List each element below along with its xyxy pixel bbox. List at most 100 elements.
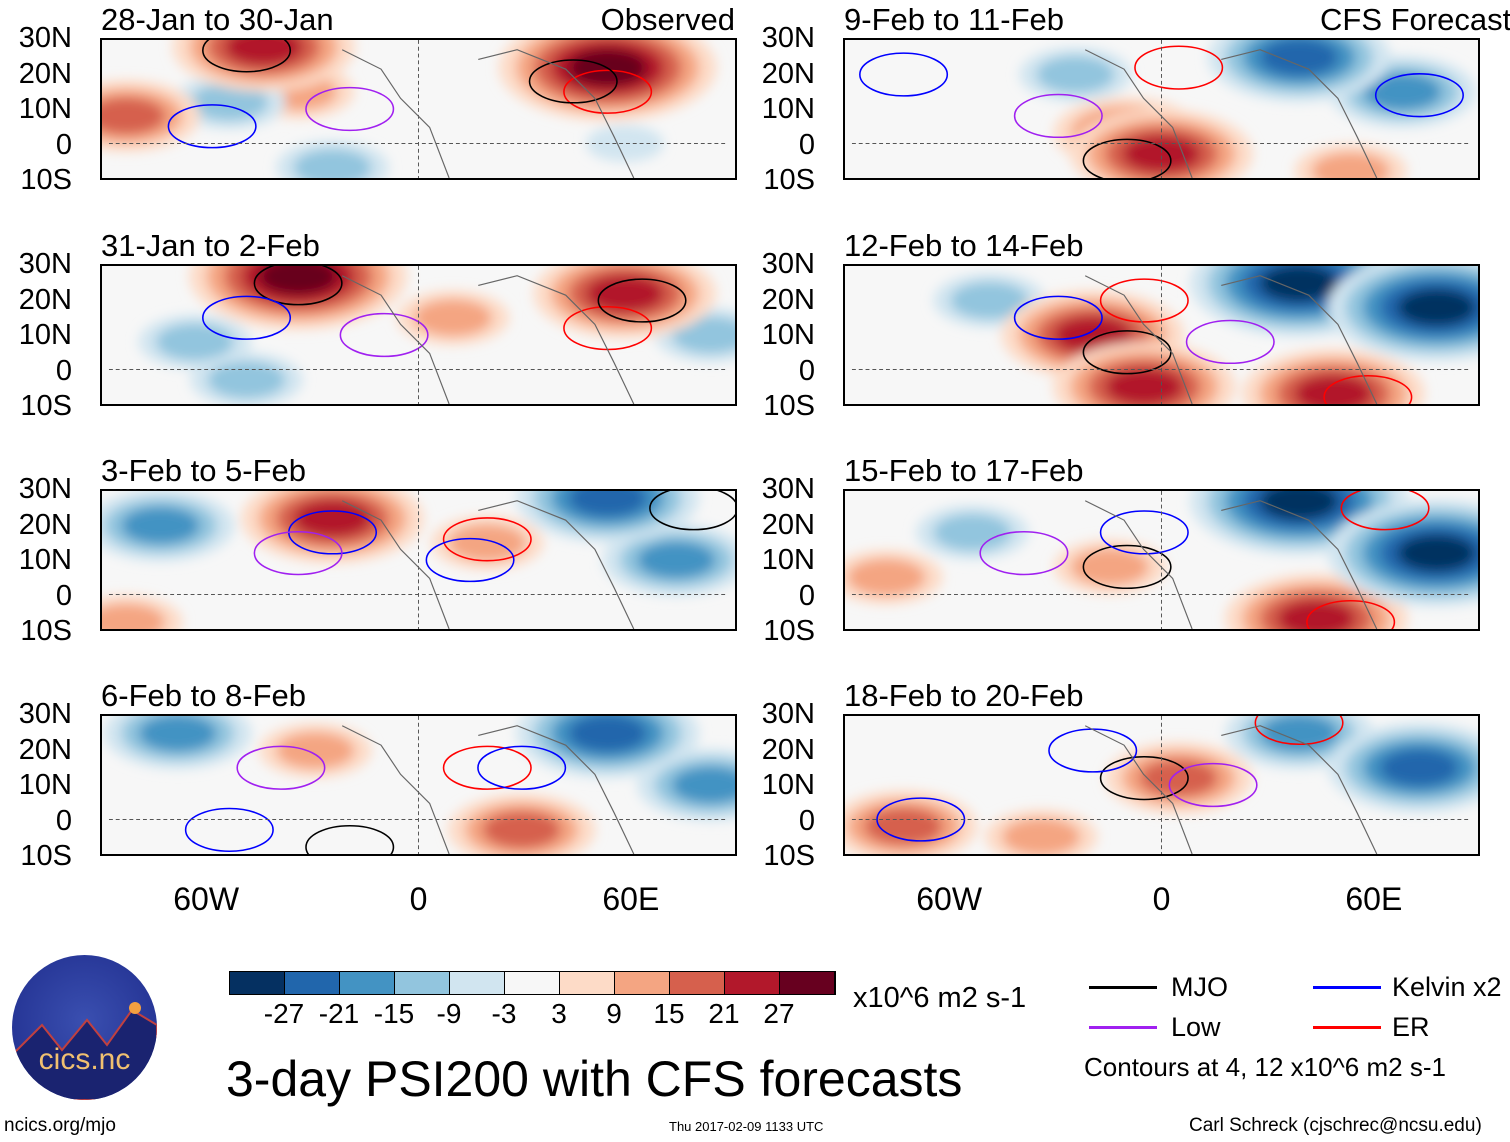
contour-low [305, 86, 395, 132]
contour-kelvin [425, 537, 515, 583]
map-panel [843, 714, 1480, 856]
contour-mjo [1099, 755, 1189, 801]
anomaly-shading [1139, 759, 1218, 797]
contour-er [442, 517, 532, 562]
contour-mjo [305, 824, 395, 854]
colorbar-tick-label: -15 [373, 998, 415, 1029]
coastline [1084, 500, 1378, 629]
panel-title: 15-Feb to 17-Feb [844, 453, 1084, 488]
anomaly-shading [276, 732, 355, 769]
map-panel [100, 38, 737, 180]
legend-label-er: ER [1392, 1012, 1430, 1042]
colorbar-tick-label: -21 [318, 998, 360, 1029]
contour-kelvin [1048, 728, 1138, 773]
anomaly-shading [1036, 56, 1115, 93]
anomaly-shading [1397, 534, 1476, 572]
lat-tick-label: 0 [798, 128, 815, 161]
anomaly-shading [190, 83, 269, 121]
anomaly-shading [637, 541, 716, 579]
colorbar-tick-label: 9 [606, 998, 622, 1029]
anomaly-shading [585, 125, 664, 162]
map-panel [843, 38, 1480, 180]
coastline [1084, 49, 1378, 178]
legend-line-low [1089, 1026, 1157, 1029]
logo-mountains-icon [12, 1002, 157, 1100]
contour-er [1306, 599, 1396, 629]
panel-title: 6-Feb to 8-Feb [101, 678, 307, 713]
colorbar-tick-label: 21 [708, 998, 740, 1029]
contour-note: Contours at 4, 12 x10^6 m2 s-1 [1084, 1052, 1446, 1082]
anomaly-shading [293, 500, 372, 538]
contour-low [979, 530, 1069, 576]
legend-label-mjo: MJO [1171, 972, 1228, 1002]
anomaly-shading [448, 524, 527, 562]
coastline [341, 275, 635, 404]
lat-tick-label: 30N [761, 248, 815, 280]
colorbar-tick-label: -3 [491, 998, 517, 1029]
anomaly-shading [1277, 600, 1356, 629]
colorbar [229, 971, 836, 995]
lat-tick-label: 10N [761, 544, 815, 576]
anomaly-shading [568, 716, 647, 752]
contour-mjo [597, 278, 687, 323]
lat-tick-label: 10S [20, 164, 72, 196]
anomaly-shading [1311, 152, 1390, 178]
contour-low [1168, 762, 1258, 808]
colorbar-swatch [340, 972, 395, 994]
map-panel [843, 489, 1480, 631]
panel-title: 12-Feb to 14-Feb [844, 228, 1084, 263]
lat-tick-label: 30N [18, 248, 72, 280]
contour-low [253, 530, 343, 576]
lat-tick-label: 0 [55, 354, 72, 387]
lon-tick-label: 0 [409, 881, 428, 917]
coastline [341, 725, 635, 854]
contour-mjo [202, 40, 292, 73]
anomaly-shading [585, 275, 664, 313]
footer-timestamp: Thu 2017-02-09 1133 UTC [669, 1119, 824, 1134]
lon-tick-label: 60W [173, 881, 240, 917]
panel-title: 28-Jan to 30-Jan [101, 2, 334, 37]
anomaly-shading [568, 491, 647, 517]
colorbar-swatch [395, 972, 450, 994]
lat-tick-label: 10N [18, 769, 72, 801]
colorbar-swatch [230, 972, 285, 994]
anomaly-shading [1294, 375, 1373, 404]
lat-tick-label: 30N [761, 22, 815, 54]
lat-tick-label: 30N [761, 473, 815, 505]
anomaly-shading [207, 361, 286, 399]
map-panel [100, 264, 737, 406]
anomaly-shading [933, 513, 1012, 551]
lat-tick-label: 10N [18, 544, 72, 576]
lat-tick-label: 10S [763, 164, 815, 196]
colorbar-tick-label: 15 [653, 998, 685, 1029]
anomaly-shading [156, 323, 234, 361]
contour-low [339, 312, 429, 358]
contour-er [442, 745, 532, 790]
contour-kelvin [859, 52, 949, 97]
colorbar-tick-label: -27 [263, 998, 305, 1029]
lat-tick-label: 30N [18, 22, 72, 54]
lat-tick-label: 0 [55, 579, 72, 612]
contour-er [1099, 278, 1189, 323]
coastline [1084, 275, 1378, 404]
contour-er [1340, 491, 1430, 531]
colorbar-tick-label: 3 [551, 998, 567, 1029]
cics-logo: cics.nc [12, 955, 157, 1100]
anomaly-shading [1105, 368, 1184, 404]
footer-url[interactable]: ncics.org/mjo [4, 1115, 116, 1136]
lon-tick-label: 60E [1345, 881, 1403, 917]
contour-mjo [1082, 544, 1172, 590]
lat-tick-label: 20N [18, 283, 72, 316]
colorbar-swatch [450, 972, 505, 994]
contour-er [1134, 45, 1224, 90]
anomaly-shading [121, 507, 200, 544]
anomaly-shading [1053, 316, 1132, 354]
map-panel [100, 714, 737, 856]
anomaly-shading [138, 716, 217, 752]
colorbar-swatch [560, 972, 615, 994]
anomaly-shading [1260, 491, 1338, 520]
contour-mjo [528, 59, 618, 104]
lon-tick-label: 60W [916, 881, 983, 917]
colorbar-swatch [670, 972, 725, 994]
